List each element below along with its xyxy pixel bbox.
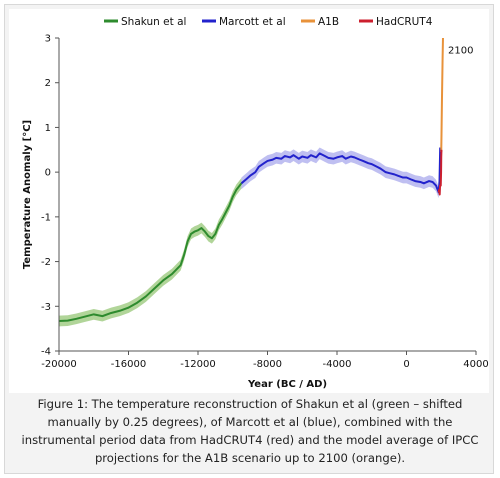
x-tick-label: -16000: [111, 359, 146, 370]
legend-label-shakun-et-al: Shakun et al: [121, 16, 186, 28]
y-tick-label: -1: [41, 212, 51, 223]
x-tick-label: -8000: [253, 359, 282, 370]
x-axis-title: Year (BC / AD): [247, 379, 327, 390]
y-tick-label: -4: [41, 347, 51, 358]
chart-legend: Shakun et al Marcott et al A1B HadCRUT4: [104, 16, 433, 28]
y-tick-label: 1: [45, 123, 51, 134]
annotation-2100: 2100: [448, 46, 473, 57]
x-tick-label: 0: [403, 359, 409, 370]
x-tick-label: -12000: [180, 359, 215, 370]
y-tick-label: -3: [41, 302, 51, 313]
legend-label-hadcrut4: HadCRUT4: [376, 16, 433, 28]
shakun-et-al-series-line: [58, 182, 243, 323]
figure-caption: Figure 1: The temperature reconstruction…: [21, 397, 479, 465]
marcott-et-al-uncertainty-band: [241, 141, 441, 199]
axes: -4 -3 -2 -1 0 1 2 3 -20000 -16000 -12000 -8000 -4000…: [22, 34, 489, 391]
y-tick-label: 3: [45, 34, 51, 45]
temperature-chart: Shakun et al Marcott et al A1B HadCRUT4 210…: [22, 16, 489, 391]
legend-label-a1b: A1B: [318, 16, 339, 28]
y-tick-label: -2: [41, 257, 51, 268]
plot-area: 2100: [58, 37, 473, 327]
chart-area: Shakun et al Marcott et al A1B HadCRUT4 210…: [9, 9, 489, 393]
y-tick-label: 2: [45, 78, 51, 89]
shakun-et-al-uncertainty-band: [59, 177, 242, 327]
a1b-series-line: [440, 37, 444, 153]
y-axis-title: Temperature Anomaly [°C]: [22, 120, 33, 269]
x-tick-label: -20000: [41, 359, 76, 370]
x-tick-label: 4000: [463, 359, 488, 370]
legend-label-marcott-et-al: Marcott et al: [219, 16, 286, 28]
marcott-et-al-series-line: [240, 147, 442, 194]
x-tick-label: -4000: [322, 359, 351, 370]
hadcrut4-series-line: [437, 149, 443, 196]
figure-frame: Shakun et al Marcott et al A1B HadCRUT4 210…: [4, 4, 494, 474]
y-tick-label: 0: [45, 168, 51, 179]
